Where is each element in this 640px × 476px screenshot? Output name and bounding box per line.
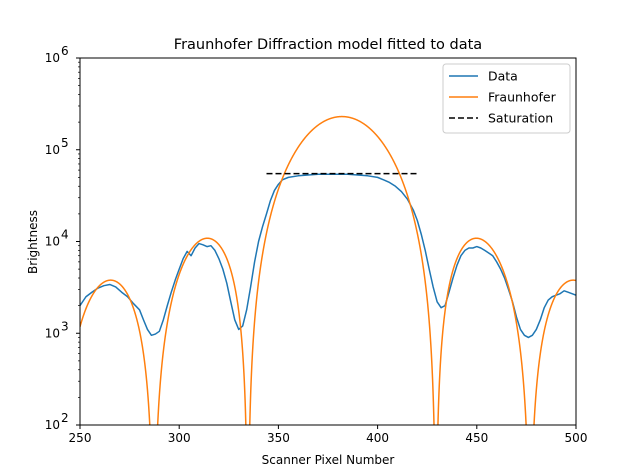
y-tick-label: 10 xyxy=(45,143,60,157)
x-axis: 250 300 350 400 450 500 xyxy=(69,425,588,445)
y-tick-base: 10 xyxy=(45,418,60,432)
y-tick-base: 10 xyxy=(45,143,60,157)
x-tick-label: 450 xyxy=(465,431,488,445)
x-tick-label: 500 xyxy=(565,431,588,445)
y-tick-base: 10 xyxy=(45,326,60,340)
x-tick-label: 400 xyxy=(366,431,389,445)
y-tick-label: 10 xyxy=(45,326,60,340)
legend-label-fraunhofer: Fraunhofer xyxy=(488,90,557,105)
x-axis-label: Scanner Pixel Number xyxy=(262,453,395,467)
y-tick-label: 10 xyxy=(45,235,60,249)
y-tick-label: 10 xyxy=(45,51,60,65)
y-tick-label: 10 xyxy=(45,418,60,432)
x-tick-label: 350 xyxy=(267,431,290,445)
y-tick-base: 10 xyxy=(45,51,60,65)
y-tick-exponent: 5 xyxy=(61,136,69,150)
x-tick-label: 250 xyxy=(69,431,92,445)
series-line-fraunhofer xyxy=(80,115,576,425)
y-tick-exponent: 4 xyxy=(61,228,69,242)
chart-title: Fraunhofer Diffraction model fitted to d… xyxy=(174,37,482,53)
x-tick-label: 300 xyxy=(168,431,191,445)
legend-label-data: Data xyxy=(488,69,518,84)
legend: Data Fraunhofer Saturation xyxy=(442,63,571,134)
legend-box xyxy=(442,63,571,134)
y-tick-exponent: 2 xyxy=(61,411,69,425)
legend-label-saturation: Saturation xyxy=(488,111,553,126)
series-layer xyxy=(80,115,576,425)
y-tick-exponent: 3 xyxy=(61,319,69,333)
y-tick-exponent: 6 xyxy=(61,44,69,58)
y-tick-base: 10 xyxy=(45,235,60,249)
y-axis-label: Brightness xyxy=(26,210,40,274)
